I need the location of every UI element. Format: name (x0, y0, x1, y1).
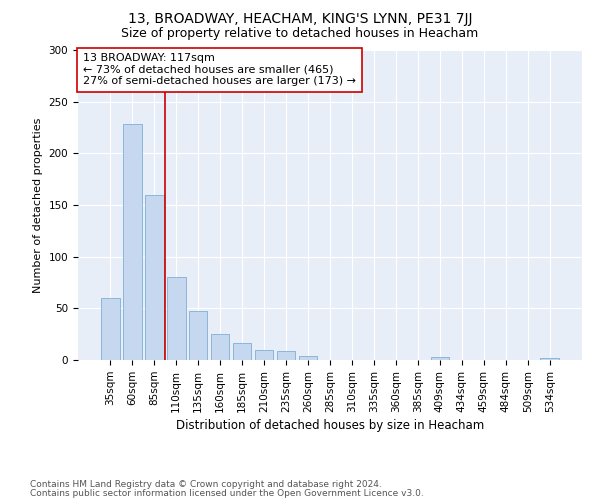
Bar (123, 124, 142, 360)
Bar (431, 357, 449, 360)
Bar (541, 358, 559, 360)
Text: Size of property relative to detached houses in Heacham: Size of property relative to detached ho… (121, 28, 479, 40)
Text: Contains HM Land Registry data © Crown copyright and database right 2024.: Contains HM Land Registry data © Crown c… (30, 480, 382, 489)
Bar (167, 278, 185, 360)
Bar (233, 344, 251, 360)
Text: 13, BROADWAY, HEACHAM, KING'S LYNN, PE31 7JJ: 13, BROADWAY, HEACHAM, KING'S LYNN, PE31… (128, 12, 472, 26)
X-axis label: Distribution of detached houses by size in Heacham: Distribution of detached houses by size … (176, 419, 484, 432)
Bar (145, 194, 164, 360)
Bar (189, 312, 208, 360)
Bar (277, 350, 295, 360)
Y-axis label: Number of detached properties: Number of detached properties (33, 118, 43, 292)
Text: Contains public sector information licensed under the Open Government Licence v3: Contains public sector information licen… (30, 489, 424, 498)
Bar (299, 356, 317, 360)
Bar (211, 334, 229, 360)
Bar (255, 350, 274, 360)
Bar (101, 298, 119, 360)
Text: 13 BROADWAY: 117sqm
← 73% of detached houses are smaller (465)
27% of semi-detac: 13 BROADWAY: 117sqm ← 73% of detached ho… (83, 53, 356, 86)
